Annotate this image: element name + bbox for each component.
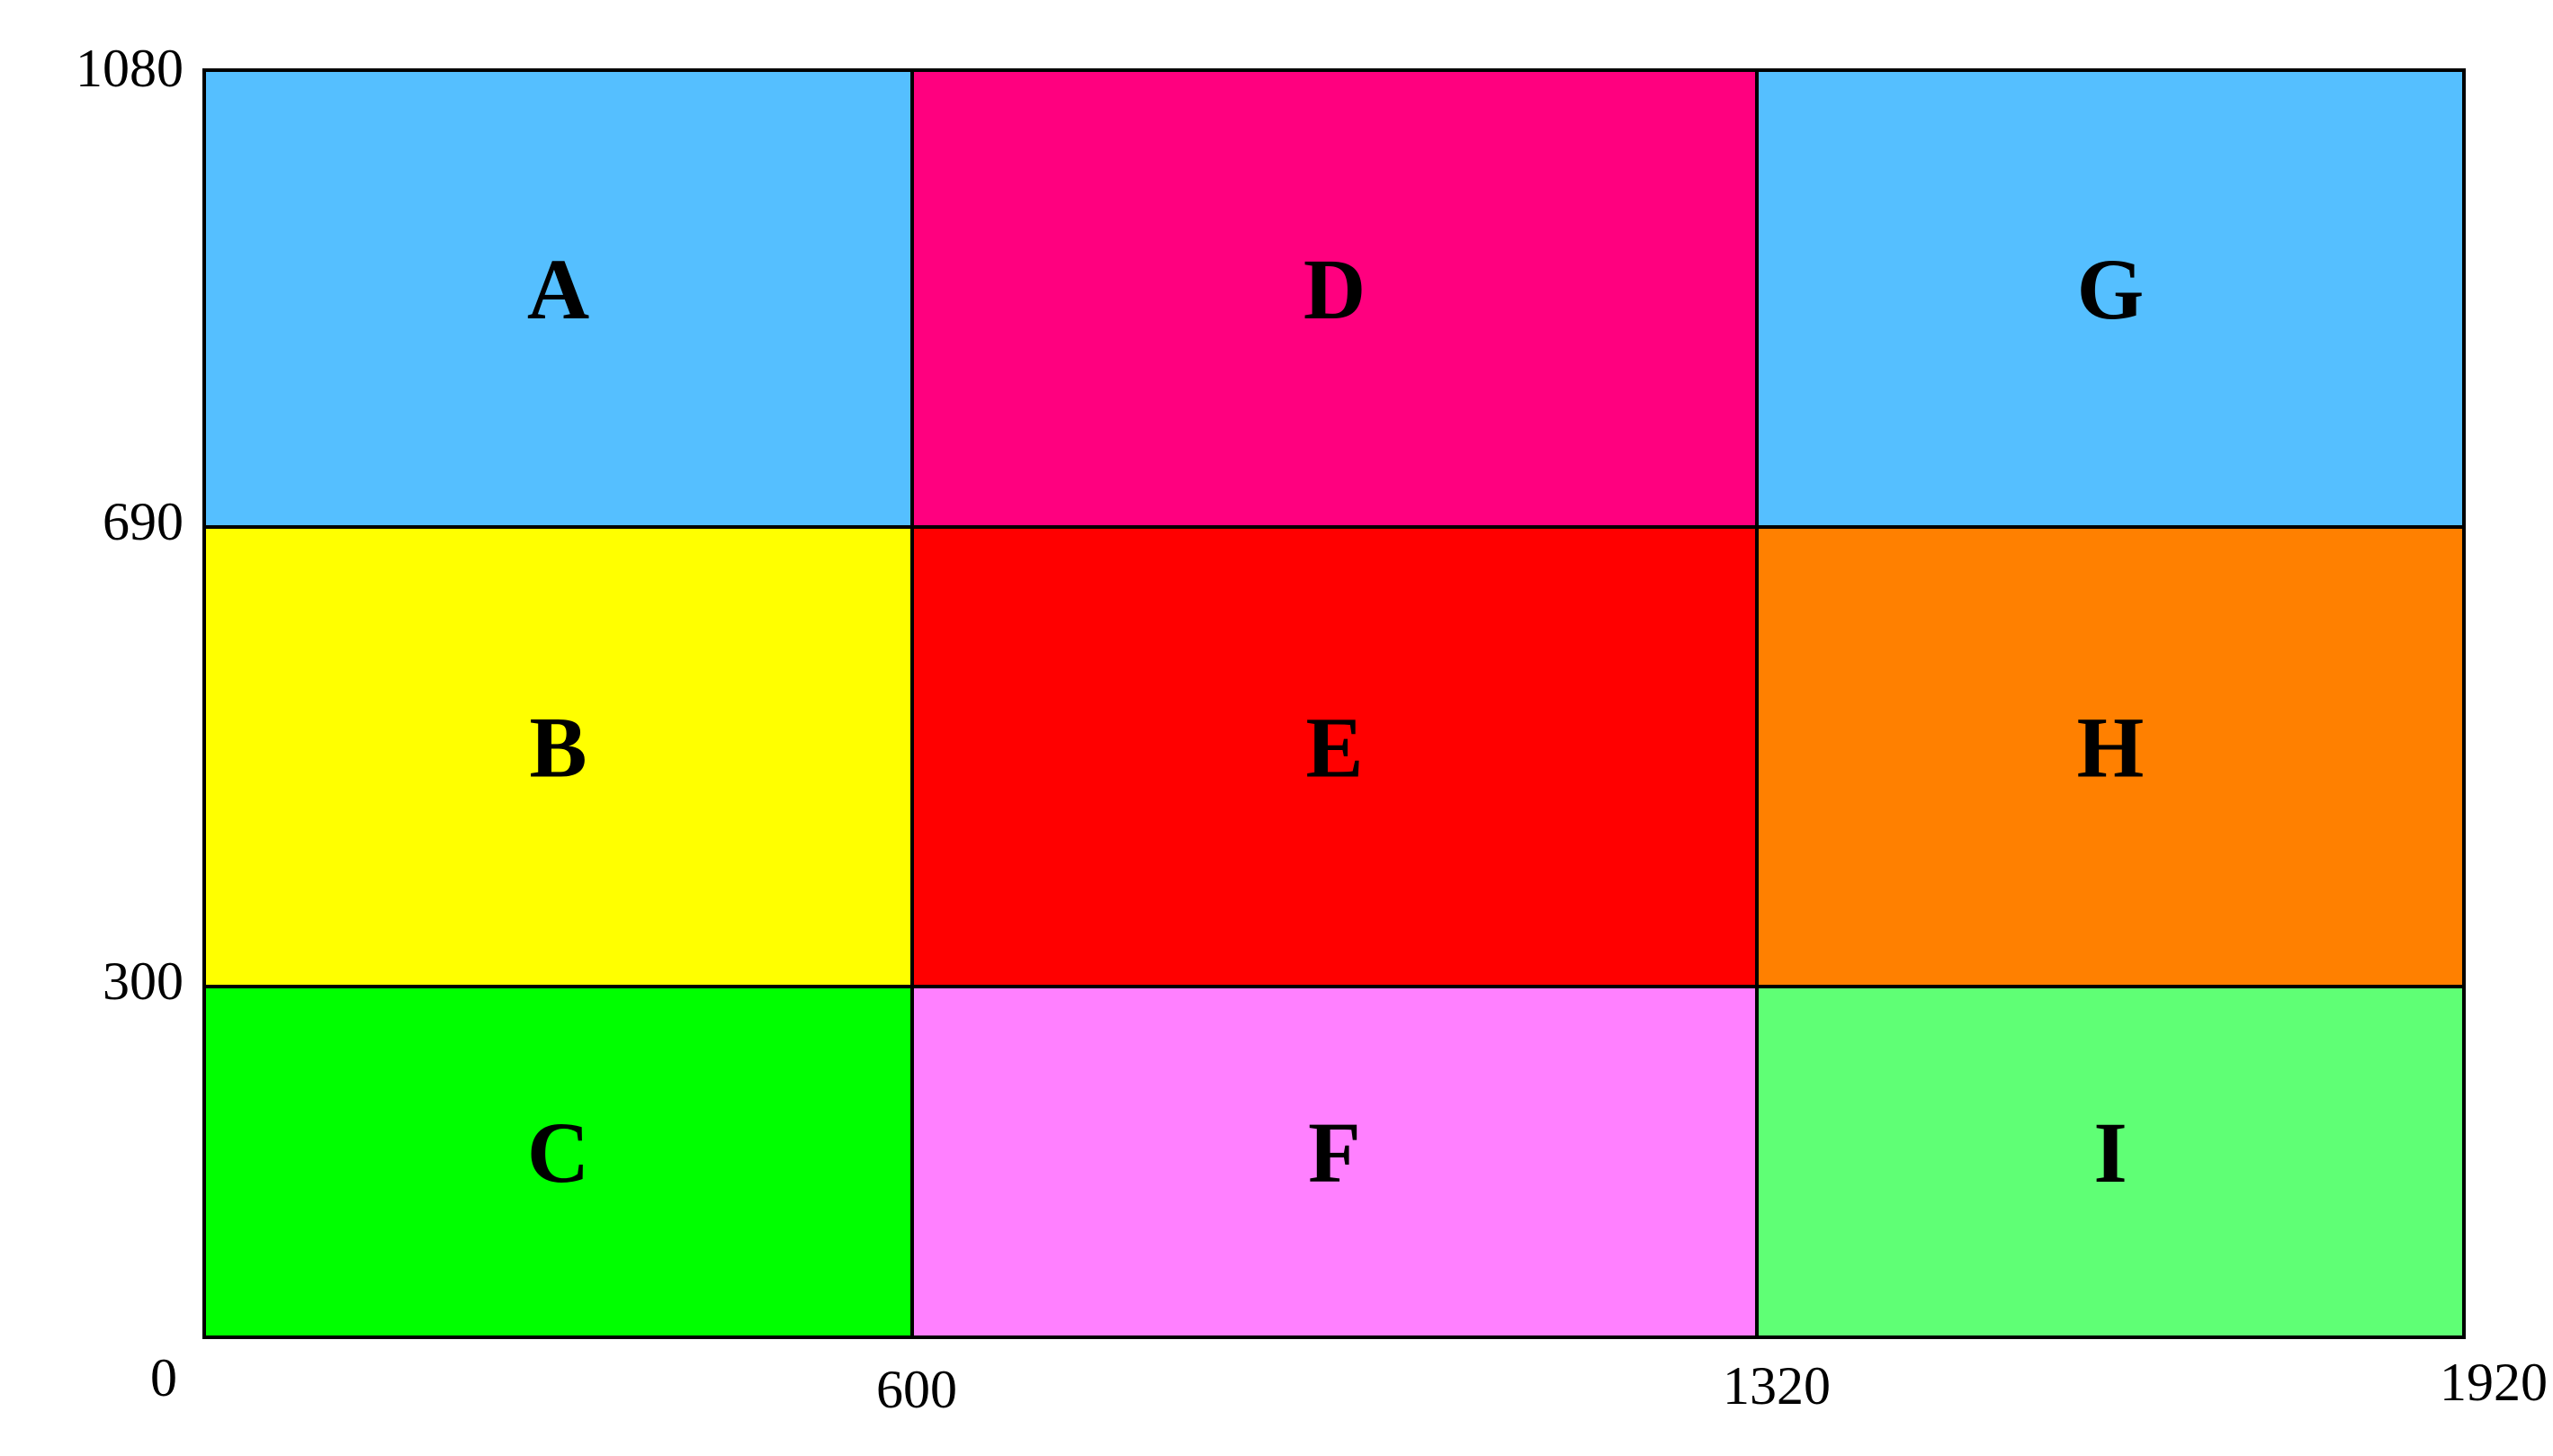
region-label: E <box>1305 700 1363 796</box>
region-label: F <box>1308 1104 1361 1201</box>
y-tick-label: 300 <box>103 951 184 1011</box>
x-tick-label: 1320 <box>1723 1356 1831 1416</box>
region <box>1755 985 2466 1339</box>
region-label: G <box>2077 241 2145 337</box>
region <box>202 985 914 1339</box>
region-label: D <box>1303 241 1366 337</box>
region-label: B <box>529 700 587 796</box>
x-tick-label: 1920 <box>2440 1353 2548 1412</box>
region <box>910 525 1759 988</box>
region <box>910 68 1759 529</box>
region-label: H <box>2077 700 2145 796</box>
region-label: I <box>2093 1104 2127 1201</box>
region <box>202 525 914 988</box>
region <box>910 985 1759 1339</box>
x-tick-label: 0 <box>150 1348 177 1407</box>
y-tick-label: 1080 <box>76 39 184 98</box>
region-label: A <box>527 241 589 337</box>
region <box>1755 525 2466 988</box>
y-tick-label: 690 <box>103 492 184 551</box>
x-tick-label: 600 <box>876 1360 957 1419</box>
regions: A B C D E F G H I <box>202 68 2466 1339</box>
region <box>1755 68 2466 529</box>
region-label: C <box>527 1104 589 1201</box>
region <box>202 68 914 529</box>
